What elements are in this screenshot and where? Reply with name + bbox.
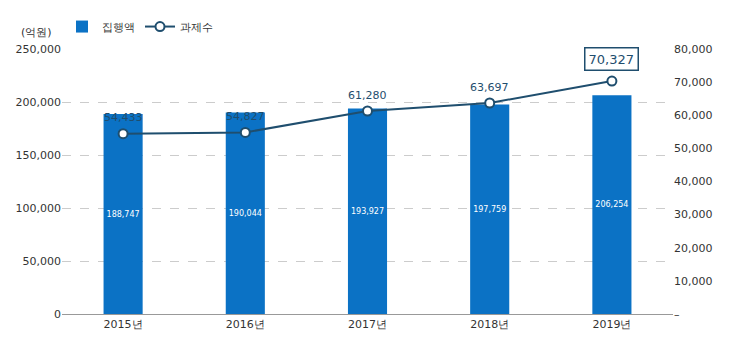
svg-text:50,000: 50,000 <box>23 255 62 268</box>
svg-text:2019년: 2019년 <box>592 318 631 331</box>
svg-text:10,000: 10,000 <box>674 275 713 288</box>
svg-text:2015년: 2015년 <box>104 318 143 331</box>
svg-text:집행액: 집행액 <box>102 21 135 34</box>
svg-text:188,747: 188,747 <box>107 210 140 219</box>
svg-text:50,000: 50,000 <box>674 142 713 155</box>
svg-text:63,697: 63,697 <box>470 81 509 94</box>
svg-text:200,000: 200,000 <box>16 96 62 109</box>
svg-text:61,280: 61,280 <box>348 89 387 102</box>
svg-text:60,000: 60,000 <box>674 109 713 122</box>
svg-text:70,327: 70,327 <box>589 52 635 67</box>
svg-text:40,000: 40,000 <box>674 175 713 188</box>
svg-text:(억원): (억원) <box>21 26 52 39</box>
svg-text:2018년: 2018년 <box>470 318 509 331</box>
svg-text:2016년: 2016년 <box>226 318 265 331</box>
svg-text:–: – <box>674 308 680 321</box>
svg-text:250,000: 250,000 <box>16 43 62 56</box>
svg-text:과제수: 과제수 <box>180 21 213 34</box>
svg-text:54,827: 54,827 <box>226 110 265 123</box>
svg-text:197,759: 197,759 <box>473 205 506 214</box>
svg-text:100,000: 100,000 <box>16 202 62 215</box>
svg-text:0: 0 <box>54 308 61 321</box>
svg-text:20,000: 20,000 <box>674 242 713 255</box>
svg-text:54,433: 54,433 <box>104 111 143 124</box>
svg-text:70,000: 70,000 <box>674 76 713 89</box>
svg-text:30,000: 30,000 <box>674 208 713 221</box>
svg-text:193,927: 193,927 <box>351 207 384 216</box>
svg-text:190,044: 190,044 <box>229 209 262 218</box>
svg-text:150,000: 150,000 <box>16 149 62 162</box>
svg-text:2017년: 2017년 <box>348 318 387 331</box>
svg-text:80,000: 80,000 <box>674 43 713 56</box>
svg-text:206,254: 206,254 <box>595 200 628 209</box>
